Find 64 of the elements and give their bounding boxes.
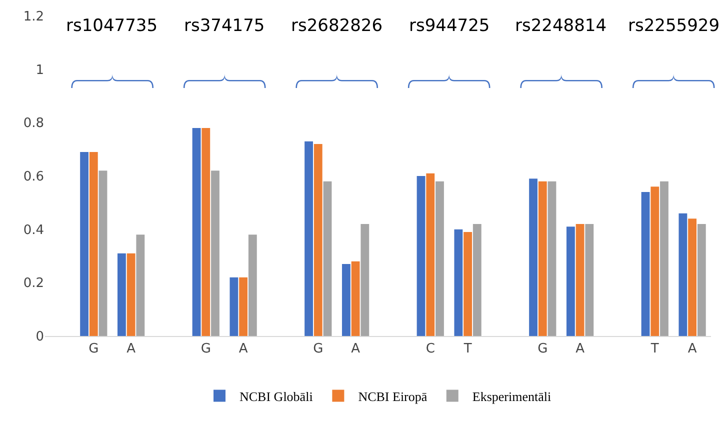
x-tick-label: A — [238, 342, 248, 357]
bar — [697, 224, 706, 336]
bar — [304, 141, 313, 336]
bar — [426, 173, 435, 336]
bar — [548, 181, 556, 336]
x-tick-label: G — [88, 342, 99, 357]
annotation: rs1047735 — [66, 16, 158, 36]
bar — [89, 152, 98, 336]
bar — [650, 186, 660, 336]
bar — [211, 170, 220, 336]
bar — [248, 234, 257, 336]
x-tick-label: A — [688, 342, 697, 357]
y-tick-label: 1 — [36, 62, 44, 78]
x-tick-label: A — [576, 342, 585, 357]
legend-label: NCBI Eiropā — [358, 388, 428, 404]
x-tick-label: G — [538, 342, 548, 357]
annotation: rs374175 — [184, 16, 265, 36]
bar — [351, 261, 360, 336]
bar — [454, 229, 463, 336]
bar — [678, 213, 688, 336]
bar — [239, 277, 248, 336]
bar — [436, 181, 444, 336]
bar — [416, 176, 426, 336]
bar — [688, 218, 696, 336]
bar — [117, 253, 126, 336]
x-tick-label: T — [462, 342, 472, 357]
bar — [660, 181, 668, 336]
x-tick-label: C — [426, 342, 435, 357]
bar — [136, 234, 145, 336]
y-tick-label: 0.2 — [23, 276, 44, 292]
annotation: rs2248814 — [515, 16, 607, 36]
annotation: rs944725 — [409, 16, 490, 36]
bar — [342, 264, 350, 336]
x-tick-label: A — [126, 342, 136, 357]
bar — [472, 224, 482, 336]
y-tick-label: 0.8 — [23, 116, 44, 132]
y-tick-label: 0.4 — [23, 222, 44, 238]
bar — [576, 224, 584, 336]
bar — [98, 170, 108, 336]
annotation: rs2682826 — [291, 16, 383, 36]
bar — [538, 181, 547, 336]
bar — [230, 277, 238, 336]
x-tick-label: G — [200, 342, 211, 357]
x-tick-label: T — [650, 342, 659, 357]
bar — [202, 128, 210, 336]
legend-label: Eksperimentāli — [472, 388, 552, 404]
y-tick-label: 1.2 — [23, 10, 44, 25]
annotation: rs2255929 — [628, 16, 720, 36]
y-tick-label: 0.6 — [23, 170, 44, 185]
bar — [585, 224, 594, 336]
bar — [641, 192, 650, 336]
legend-label: NCBI Globāli — [240, 388, 314, 404]
bar — [323, 181, 332, 336]
bar — [192, 128, 201, 336]
y-tick-label: 0 — [36, 330, 44, 345]
bar — [314, 144, 322, 336]
bar — [126, 253, 136, 336]
bar — [360, 224, 370, 336]
bar — [464, 232, 472, 336]
bar — [80, 152, 88, 336]
bar — [566, 226, 575, 336]
bar — [529, 178, 538, 336]
x-tick-label: A — [351, 342, 360, 357]
x-tick-label: G — [313, 342, 324, 357]
